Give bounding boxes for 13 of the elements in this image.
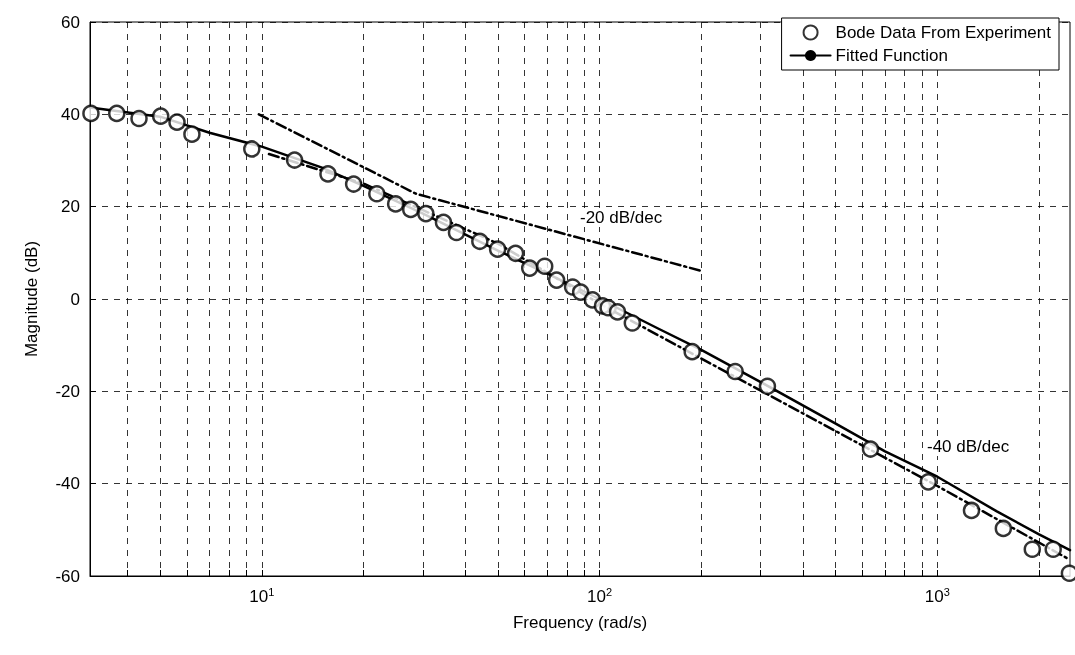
y-tick-label: 40 <box>61 104 80 124</box>
annotation: -20 dB/dec <box>580 208 663 227</box>
legend-label: Fitted Function <box>835 46 949 65</box>
y-tick-label: -40 <box>55 474 80 494</box>
y-tick-label: -60 <box>55 566 80 586</box>
legend-label: Bode Data From Experiment <box>835 23 1052 42</box>
y-tick-label: -20 <box>55 381 80 401</box>
y-tick-label: 60 <box>61 12 80 32</box>
annotation: -40 dB/dec <box>927 437 1010 456</box>
x-axis-title: Frequency (rad/s) <box>512 613 648 632</box>
y-tick-label: 20 <box>61 197 80 217</box>
y-axis-title: Magnitude (dB) <box>22 240 41 358</box>
y-tick-label: 0 <box>70 289 80 309</box>
